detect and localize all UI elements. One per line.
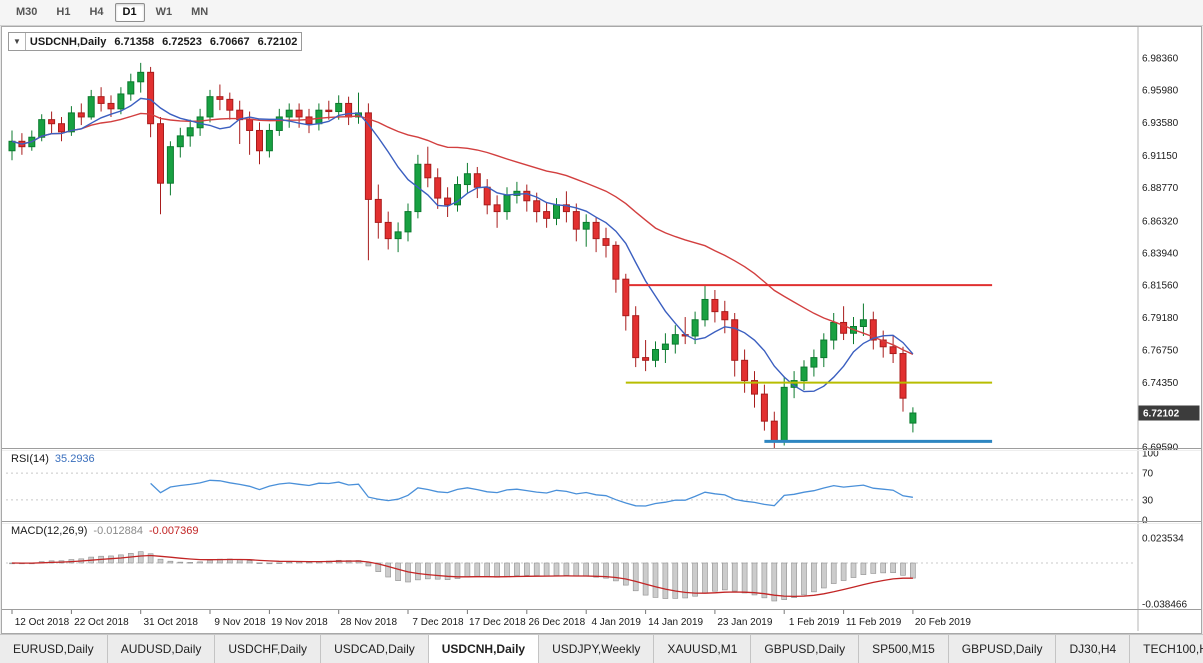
ohlc-high: 6.72523 bbox=[162, 35, 202, 48]
candles-group bbox=[8, 62, 917, 449]
tab-xauusd-m1[interactable]: XAUUSD,M1 bbox=[654, 635, 752, 663]
svg-text:1 Feb 2019: 1 Feb 2019 bbox=[789, 617, 840, 628]
svg-text:6.98360: 6.98360 bbox=[1142, 54, 1179, 65]
svg-text:0.023534: 0.023534 bbox=[1142, 533, 1184, 544]
svg-text:6.88770: 6.88770 bbox=[1142, 183, 1179, 194]
macd-name: MACD(12,26,9) bbox=[11, 525, 88, 537]
rsi-indicator-label: RSI(14) 35.2936 bbox=[11, 453, 95, 465]
macd-main-value: -0.012884 bbox=[93, 525, 143, 537]
svg-text:9 Nov 2018: 9 Nov 2018 bbox=[214, 617, 266, 628]
tab-gbpusd-daily-9[interactable]: GBPUSD,Daily bbox=[948, 635, 1057, 663]
current-price-badge bbox=[1138, 405, 1200, 421]
svg-text:26 Dec 2018: 26 Dec 2018 bbox=[528, 617, 585, 628]
svg-text:31 Oct 2018: 31 Oct 2018 bbox=[143, 617, 198, 628]
svg-text:4 Jan 2019: 4 Jan 2019 bbox=[591, 617, 641, 628]
tab-tech100-h4[interactable]: TECH100,H4 bbox=[1130, 635, 1203, 663]
timeframe-button-w1[interactable]: W1 bbox=[155, 6, 173, 18]
rsi-name: RSI(14) bbox=[11, 453, 49, 465]
svg-text:70: 70 bbox=[1142, 469, 1154, 480]
svg-text:6.83940: 6.83940 bbox=[1142, 248, 1179, 259]
macd-signal-value: -0.007369 bbox=[148, 525, 199, 537]
price-axis[interactable]: 6.98360 6.95980 6.93580 6.91150 6.88770 6.863… bbox=[1137, 27, 1200, 631]
tab-gbpusd-daily[interactable]: GBPUSD,Daily bbox=[751, 635, 860, 663]
svg-text:6.69590: 6.69590 bbox=[1142, 442, 1179, 453]
ohlc-close: 6.72102 bbox=[257, 35, 298, 48]
svg-text:20 Feb 2019: 20 Feb 2019 bbox=[915, 617, 972, 628]
timeframe-button-m30[interactable]: M30 bbox=[16, 6, 38, 18]
tab-usdjpy-weekly[interactable]: USDJPY,Weekly bbox=[539, 635, 655, 663]
svg-text:100: 100 bbox=[1142, 449, 1159, 460]
svg-text:6.76750: 6.76750 bbox=[1142, 346, 1179, 357]
price-chart-svg[interactable]: 6.98360 6.95980 6.93580 6.91150 6.88770 6.863… bbox=[2, 27, 1201, 633]
macd-indicator-label: MACD(12,26,9) -0.012884 -0.007369 bbox=[11, 525, 199, 537]
svg-text:19 Nov 2018: 19 Nov 2018 bbox=[271, 617, 328, 628]
timeframe-button-h4[interactable]: H4 bbox=[89, 6, 104, 18]
svg-text:28 Nov 2018: 28 Nov 2018 bbox=[340, 617, 397, 628]
price-panel[interactable] bbox=[8, 62, 993, 449]
svg-text:6.72102: 6.72102 bbox=[1143, 409, 1180, 420]
tab-eurusd-daily[interactable]: EURUSD,Daily bbox=[0, 635, 108, 663]
chart-window[interactable]: ▼ USDCNH,Daily 6.71358 6.72523 6.70667 6… bbox=[1, 26, 1202, 634]
svg-text:6.81560: 6.81560 bbox=[1142, 281, 1179, 292]
svg-text:7 Dec 2018: 7 Dec 2018 bbox=[412, 617, 464, 628]
tab-usdchf-daily[interactable]: USDCHF,Daily bbox=[215, 635, 322, 663]
tab-sp500-m15[interactable]: SP500,M15 bbox=[859, 635, 949, 663]
macd-panel[interactable] bbox=[6, 551, 1134, 602]
svg-text:23 Jan 2019: 23 Jan 2019 bbox=[717, 617, 772, 628]
timeframe-button-mn[interactable]: MN bbox=[191, 6, 209, 18]
timeframe-button-h1[interactable]: H1 bbox=[56, 6, 71, 18]
svg-text:12 Oct 2018: 12 Oct 2018 bbox=[15, 617, 70, 628]
ohlc-low: 6.70667 bbox=[209, 35, 250, 48]
one-click-trading-arrow-icon[interactable]: ▼ bbox=[9, 33, 26, 50]
rsi-panel[interactable] bbox=[6, 472, 1134, 507]
svg-text:30: 30 bbox=[1142, 495, 1154, 506]
timeframe-toolbar: M30 H1 H4 D1 W1 MN bbox=[0, 0, 1203, 26]
svg-text:11 Feb 2019: 11 Feb 2019 bbox=[846, 617, 902, 628]
ma-slow-line bbox=[11, 112, 914, 356]
svg-text:6.93580: 6.93580 bbox=[1142, 118, 1179, 129]
chart-ohlc-title: ▼ USDCNH,Daily 6.71358 6.72523 6.70667 6… bbox=[8, 32, 303, 51]
tab-usdcad-daily[interactable]: USDCAD,Daily bbox=[321, 635, 429, 663]
symbol-tabbar: EURUSD,Daily AUDUSD,Daily USDCHF,Daily USDC… bbox=[0, 634, 1203, 663]
timeframe-button-d1[interactable]: D1 bbox=[114, 3, 145, 22]
svg-text:6.79180: 6.79180 bbox=[1142, 313, 1179, 324]
svg-text:-0.038466: -0.038466 bbox=[1142, 599, 1187, 610]
macd-signal-line bbox=[11, 554, 913, 598]
svg-text:6.86320: 6.86320 bbox=[1142, 216, 1179, 227]
svg-text:6.91150: 6.91150 bbox=[1142, 151, 1178, 162]
tab-dj30-h4[interactable]: DJ30,H4 bbox=[1056, 635, 1131, 663]
date-axis[interactable]: 12 Oct 2018 22 Oct 2018 31 Oct 2018 9 Nov 2… bbox=[11, 610, 972, 628]
svg-text:17 Dec 2018: 17 Dec 2018 bbox=[469, 617, 526, 628]
rsi-line bbox=[150, 479, 913, 507]
ma-fast-line bbox=[11, 97, 914, 393]
tab-usdcnh-daily[interactable]: USDCNH,Daily bbox=[428, 635, 540, 663]
chart-symbol-label: USDCNH,Daily bbox=[29, 35, 107, 48]
svg-text:14 Jan 2019: 14 Jan 2019 bbox=[648, 617, 703, 628]
rsi-value: 35.2936 bbox=[54, 453, 95, 465]
svg-text:6.74350: 6.74350 bbox=[1142, 378, 1179, 389]
svg-text:22 Oct 2018: 22 Oct 2018 bbox=[74, 617, 129, 628]
tab-audusd-daily[interactable]: AUDUSD,Daily bbox=[107, 635, 216, 663]
svg-text:6.95980: 6.95980 bbox=[1142, 86, 1179, 97]
ohlc-open: 6.71358 bbox=[114, 35, 155, 48]
